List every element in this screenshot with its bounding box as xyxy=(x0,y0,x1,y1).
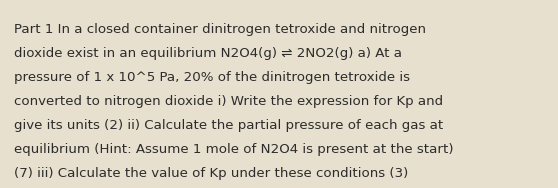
Text: equilibrium (Hint: Assume 1 mole of N2O4 is present at the start): equilibrium (Hint: Assume 1 mole of N2O4… xyxy=(14,143,454,156)
Text: give its units (2) ii) Calculate the partial pressure of each gas at: give its units (2) ii) Calculate the par… xyxy=(14,119,443,132)
Text: Part 1 In a closed container dinitrogen tetroxide and nitrogen: Part 1 In a closed container dinitrogen … xyxy=(14,23,426,36)
Text: pressure of 1 x 10^5 Pa, 20% of the dinitrogen tetroxide is: pressure of 1 x 10^5 Pa, 20% of the dini… xyxy=(14,71,410,84)
Text: converted to nitrogen dioxide i) Write the expression for Kp and: converted to nitrogen dioxide i) Write t… xyxy=(14,95,443,108)
Text: dioxide exist in an equilibrium N2O4(g) ⇌ 2NO2(g) a) At a: dioxide exist in an equilibrium N2O4(g) … xyxy=(14,47,402,60)
Text: (7) iii) Calculate the value of Kp under these conditions (3): (7) iii) Calculate the value of Kp under… xyxy=(14,167,408,180)
